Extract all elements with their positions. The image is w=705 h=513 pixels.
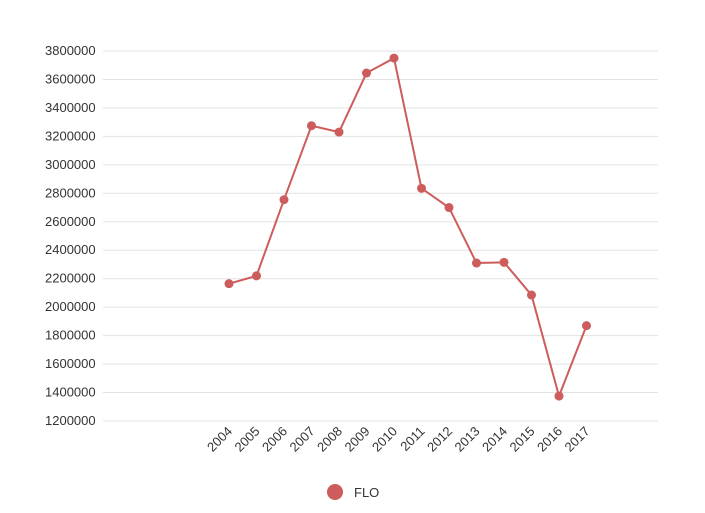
y-axis: 1200000 1400000 1600000 1800000 2000000 22000…	[45, 43, 96, 428]
legend-label-flo[interactable]: FLO	[354, 485, 379, 500]
y-tick-label: 1400000	[45, 385, 96, 400]
y-tick-label: 1600000	[45, 356, 96, 371]
y-tick-label: 3000000	[45, 157, 96, 172]
data-point[interactable]	[554, 391, 564, 401]
y-tick-label: 3800000	[45, 43, 96, 58]
y-tick-label: 2000000	[45, 299, 96, 314]
y-tick-label: 2400000	[45, 242, 96, 257]
data-point[interactable]	[582, 321, 591, 331]
x-tick-label: 2017	[562, 424, 593, 455]
y-tick-label: 1800000	[45, 328, 96, 343]
data-point[interactable]	[252, 271, 261, 281]
data-point[interactable]	[417, 183, 426, 193]
legend-marker[interactable]	[327, 484, 343, 500]
y-tick-label: 2800000	[45, 185, 96, 200]
x-tick-label: 2013	[452, 424, 483, 455]
x-tick-label: 2011	[397, 424, 427, 454]
grid-lines	[103, 50, 658, 422]
x-tick-label: 2008	[314, 424, 345, 455]
x-axis: 2004200520062007200820092010201120122013…	[204, 424, 593, 455]
data-point[interactable]	[444, 203, 454, 213]
data-point[interactable]	[362, 68, 371, 78]
x-tick-label: 2016	[534, 424, 565, 455]
x-tick-label: 2004	[204, 424, 235, 455]
x-tick-label: 2012	[424, 424, 455, 455]
data-point[interactable]	[279, 195, 289, 205]
x-tick-label: 2010	[369, 424, 400, 455]
x-tick-label: 2014	[479, 424, 510, 455]
x-tick-label: 2006	[259, 424, 290, 455]
series-line	[228, 57, 588, 398]
data-point[interactable]	[499, 257, 509, 267]
series-flo	[224, 53, 591, 401]
y-tick-label: 3400000	[45, 100, 96, 115]
x-tick-label: 2015	[507, 424, 538, 455]
y-tick-label: 3600000	[45, 71, 96, 86]
x-tick-label: 2009	[342, 424, 373, 455]
y-tick-label: 2600000	[45, 214, 96, 229]
x-tick-label: 2005	[232, 424, 263, 455]
data-point[interactable]	[224, 279, 234, 289]
data-point[interactable]	[334, 127, 344, 137]
data-point[interactable]	[527, 290, 536, 300]
data-point[interactable]	[472, 258, 481, 268]
legend[interactable]: FLO	[327, 484, 379, 500]
y-tick-label: 3200000	[45, 128, 96, 143]
data-point[interactable]	[389, 53, 399, 63]
data-point[interactable]	[307, 121, 316, 131]
x-tick-label: 2007	[287, 424, 318, 455]
y-tick-label: 2200000	[45, 271, 96, 286]
y-tick-label: 1200000	[45, 413, 96, 428]
